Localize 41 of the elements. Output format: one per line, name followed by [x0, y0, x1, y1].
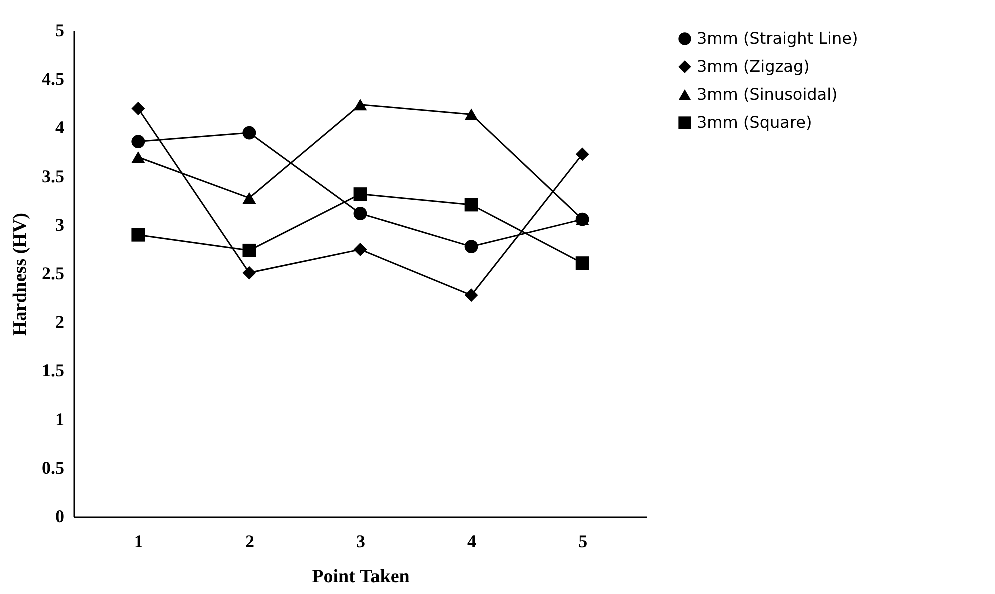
point [132, 102, 146, 116]
point [576, 148, 590, 162]
point [242, 266, 256, 280]
point [242, 244, 256, 258]
x-tick-label: 1 [134, 532, 144, 552]
y-tick-label: 4.5 [42, 69, 64, 90]
point [464, 240, 478, 254]
y-tick-label: 1 [56, 409, 64, 430]
y-tick-label: 5 [56, 20, 64, 40]
point [576, 256, 590, 270]
point [464, 108, 478, 120]
point [132, 135, 146, 149]
y-tick-label: 2.5 [42, 264, 64, 284]
point [464, 288, 478, 302]
x-tick-label: 3 [356, 532, 366, 552]
legend-label: 3mm (Zigzag) [697, 57, 810, 76]
x-tick-label: 4 [468, 532, 477, 552]
point [354, 99, 368, 111]
point [354, 242, 368, 256]
y-tick-label: 3.5 [42, 166, 64, 186]
point [132, 228, 146, 242]
y-axis-title: Hardness (HV) [10, 213, 31, 336]
y-tick-label: 0.5 [42, 458, 64, 478]
point [242, 192, 256, 204]
point [354, 188, 368, 202]
x-tick-label: 5 [578, 532, 588, 552]
point [132, 152, 146, 164]
x-tick-label: 2 [245, 532, 254, 552]
legend-label: 3mm (Square) [697, 113, 812, 132]
point [464, 198, 478, 212]
y-tick-label: 2 [56, 312, 64, 332]
legend-label: 3mm (Straight Line) [697, 29, 858, 48]
x-axis-title: Point Taken [312, 566, 410, 588]
legend-label: 3mm (Sinusoidal) [697, 85, 838, 104]
y-tick-label: 0 [56, 506, 64, 526]
point [354, 207, 368, 220]
y-tick-label: 4 [56, 118, 64, 138]
point [576, 212, 590, 226]
y-tick-label: 1.5 [42, 360, 64, 381]
point [242, 126, 256, 140]
y-tick-label: 3 [56, 214, 64, 235]
